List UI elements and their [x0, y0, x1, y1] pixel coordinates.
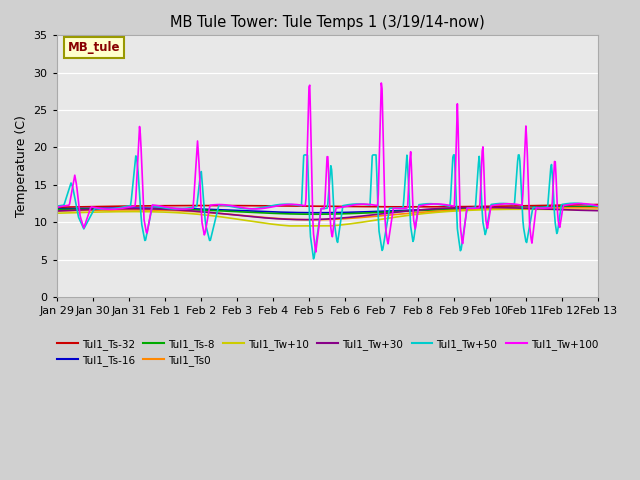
- Tul1_Ts-32: [595, 202, 602, 207]
- Tul1_Tw+30: [202, 209, 210, 215]
- Tul1_Ts0: [394, 211, 402, 217]
- Tul1_Ts-32: [173, 203, 181, 208]
- Tul1_Tw+50: [595, 204, 602, 209]
- Line: Tul1_Ts-16: Tul1_Ts-16: [57, 206, 598, 213]
- Tul1_Ts-8: [53, 206, 61, 212]
- Tul1_Ts0: [565, 205, 573, 211]
- Tul1_Tw+30: [63, 208, 70, 214]
- Tul1_Tw+50: [63, 194, 70, 200]
- Tul1_Tw+10: [202, 212, 210, 218]
- Tul1_Ts-16: [63, 206, 70, 212]
- Tul1_Ts0: [53, 208, 61, 214]
- Tul1_Ts-8: [173, 206, 181, 212]
- Tul1_Tw+50: [202, 222, 210, 228]
- Title: MB Tule Tower: Tule Temps 1 (3/19/14-now): MB Tule Tower: Tule Temps 1 (3/19/14-now…: [170, 15, 485, 30]
- Tul1_Tw+50: [301, 152, 308, 158]
- Tul1_Tw+50: [53, 204, 61, 209]
- Tul1_Tw+100: [312, 249, 319, 255]
- Tul1_Tw+30: [595, 208, 602, 214]
- Tul1_Tw+30: [477, 204, 485, 210]
- Tul1_Tw+10: [410, 212, 417, 217]
- Tul1_Tw+30: [118, 206, 126, 212]
- Tul1_Ts0: [595, 205, 602, 211]
- Tul1_Tw+50: [173, 206, 181, 212]
- Tul1_Ts-16: [314, 210, 321, 216]
- Tul1_Ts-32: [409, 204, 417, 210]
- Tul1_Ts-32: [63, 204, 70, 210]
- Tul1_Ts0: [309, 217, 317, 223]
- Tul1_Tw+10: [63, 210, 70, 216]
- Tul1_Ts-16: [53, 206, 61, 212]
- Tul1_Tw+50: [411, 231, 419, 237]
- Tul1_Ts-32: [118, 203, 126, 209]
- Tul1_Ts0: [173, 208, 181, 214]
- Tul1_Ts0: [410, 210, 417, 216]
- Tul1_Ts-16: [595, 204, 602, 209]
- Tul1_Ts0: [202, 209, 210, 215]
- Tul1_Ts-16: [118, 205, 126, 211]
- Tul1_Tw+50: [395, 205, 403, 211]
- Tul1_Ts-8: [595, 204, 602, 210]
- Tul1_Tw+30: [173, 207, 181, 213]
- Tul1_Ts-8: [202, 207, 210, 213]
- Tul1_Ts-8: [63, 206, 70, 212]
- Tul1_Tw+10: [520, 206, 528, 212]
- Tul1_Ts-16: [410, 207, 417, 213]
- Tul1_Tw+100: [173, 206, 181, 212]
- Line: Tul1_Tw+10: Tul1_Tw+10: [57, 209, 598, 226]
- Tul1_Ts-32: [202, 203, 210, 208]
- Tul1_Ts-8: [410, 208, 417, 214]
- Tul1_Ts-16: [202, 206, 210, 212]
- Legend: Tul1_Ts-32, Tul1_Ts-16, Tul1_Ts-8, Tul1_Ts0, Tul1_Tw+10, Tul1_Tw+30, Tul1_Tw+50,: Tul1_Ts-32, Tul1_Ts-16, Tul1_Ts-8, Tul1_…: [52, 335, 602, 370]
- Tul1_Ts-8: [311, 211, 319, 217]
- Tul1_Tw+30: [410, 207, 417, 213]
- Tul1_Ts0: [63, 208, 70, 214]
- Tul1_Tw+100: [595, 203, 602, 209]
- Tul1_Tw+50: [118, 204, 126, 210]
- Tul1_Tw+100: [411, 222, 419, 228]
- Tul1_Ts-32: [393, 204, 401, 210]
- Tul1_Tw+100: [202, 226, 210, 231]
- Tul1_Ts-16: [173, 205, 181, 211]
- Line: Tul1_Tw+50: Tul1_Tw+50: [57, 155, 598, 259]
- Tul1_Ts-16: [394, 208, 402, 214]
- Line: Tul1_Tw+100: Tul1_Tw+100: [57, 83, 598, 252]
- Tul1_Tw+30: [301, 217, 308, 223]
- Line: Tul1_Tw+30: Tul1_Tw+30: [57, 207, 598, 220]
- Text: MB_tule: MB_tule: [68, 41, 120, 54]
- Tul1_Tw+100: [395, 205, 403, 211]
- Tul1_Tw+10: [53, 210, 61, 216]
- Tul1_Tw+100: [378, 80, 385, 86]
- Tul1_Tw+10: [118, 209, 126, 215]
- Line: Tul1_Ts0: Tul1_Ts0: [57, 208, 598, 220]
- Tul1_Tw+50: [310, 256, 317, 262]
- Y-axis label: Temperature (C): Temperature (C): [15, 115, 28, 217]
- Tul1_Tw+100: [63, 203, 70, 208]
- Tul1_Tw+10: [394, 214, 402, 220]
- Tul1_Tw+10: [286, 223, 294, 229]
- Tul1_Tw+10: [173, 210, 181, 216]
- Tul1_Tw+10: [595, 207, 602, 213]
- Tul1_Tw+30: [53, 208, 61, 214]
- Tul1_Tw+30: [394, 209, 402, 215]
- Line: Tul1_Ts-8: Tul1_Ts-8: [57, 207, 598, 214]
- Tul1_Ts-8: [394, 209, 402, 215]
- Line: Tul1_Ts-32: Tul1_Ts-32: [57, 204, 598, 207]
- Tul1_Tw+100: [53, 204, 61, 210]
- Tul1_Tw+100: [118, 205, 126, 211]
- Tul1_Ts-32: [53, 204, 61, 210]
- Tul1_Ts-8: [118, 206, 126, 212]
- Tul1_Ts0: [118, 207, 126, 213]
